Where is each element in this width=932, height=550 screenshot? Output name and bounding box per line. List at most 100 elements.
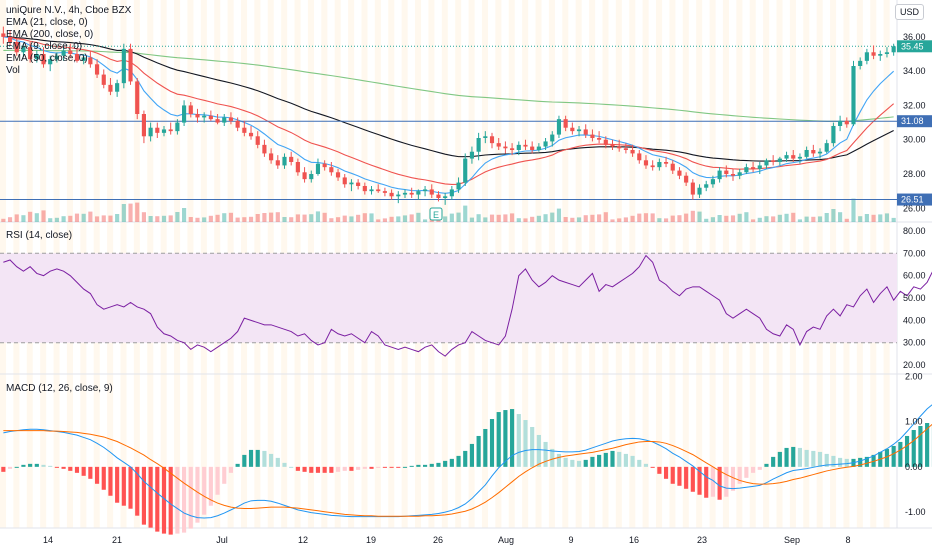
- candle: [248, 132, 254, 137]
- macd-signal-line: [3, 423, 932, 517]
- volume-bar: [556, 208, 562, 222]
- indicator-ema9-label[interactable]: EMA (9, close, 0): [6, 41, 83, 52]
- candle: [563, 119, 568, 128]
- macd-histogram-bar: [41, 464, 46, 467]
- volume-bar: [811, 216, 816, 222]
- volume-bar: [41, 210, 46, 222]
- volume-bar: [603, 212, 608, 222]
- candle: [148, 127, 153, 137]
- macd-histogram-bar: [295, 466, 300, 471]
- macd-title[interactable]: MACD (12, 26, close, 9): [6, 383, 113, 394]
- candle: [141, 114, 146, 137]
- macd-histogram-bar: [710, 466, 715, 497]
- candle: [302, 172, 307, 180]
- candle: [255, 136, 260, 145]
- macd-histogram-bar: [697, 466, 702, 495]
- candle: [449, 189, 454, 197]
- macd-histogram-bar: [248, 449, 254, 467]
- macd-histogram-bar: [74, 466, 80, 473]
- candle: [275, 160, 280, 166]
- candle: [228, 117, 234, 121]
- volume-bar: [275, 212, 280, 222]
- volume-bar: [476, 214, 481, 222]
- last-price-label-bg: [897, 40, 932, 53]
- volume-bar: [81, 213, 86, 222]
- volume-bar: [737, 213, 742, 222]
- currency-button[interactable]: USD: [894, 4, 924, 20]
- candle: [208, 115, 213, 120]
- macd-histogram-bar: [449, 458, 454, 467]
- indicator-ema200-label[interactable]: EMA (200, close, 0): [6, 29, 94, 40]
- macd-histogram-bar: [382, 466, 387, 468]
- volume-bar: [329, 218, 334, 222]
- price-tick-label: 26.00: [903, 203, 926, 213]
- candle: [784, 155, 789, 159]
- macd-histogram-bar: [141, 466, 146, 525]
- macd-histogram-bar: [690, 466, 695, 492]
- x-tick-label: 26: [433, 535, 443, 545]
- volume-bar: [282, 217, 287, 222]
- macd-histogram-bar: [356, 466, 361, 470]
- macd-histogram-bar: [436, 462, 441, 467]
- candle: [14, 42, 19, 53]
- candle: [335, 172, 341, 178]
- candle: [791, 155, 796, 159]
- candle: [235, 120, 240, 128]
- macd-histogram-bar: [429, 463, 434, 467]
- indicator-ema21-label[interactable]: EMA (21, close, 0): [6, 17, 88, 28]
- macd-histogram-bar: [121, 466, 126, 506]
- x-tick-label: 16: [629, 535, 639, 545]
- macd-histogram-bar: [570, 459, 575, 467]
- volume-bar: [416, 212, 421, 222]
- volume-bar: [824, 213, 829, 222]
- macd-histogram-bar: [784, 447, 789, 467]
- rsi-title[interactable]: RSI (14, close): [6, 230, 73, 241]
- indicator-ema50-label[interactable]: EMA (50, close, 0): [6, 53, 88, 64]
- candle: [202, 115, 207, 118]
- candle: [831, 126, 836, 144]
- macd-histogram-bar: [556, 453, 562, 467]
- price-label-bg: [897, 193, 932, 206]
- volume-bar: [54, 217, 59, 222]
- candle: [349, 182, 354, 185]
- candle: [543, 141, 548, 147]
- x-tick-label: Jul: [216, 535, 228, 545]
- macd-histogram-bar: [349, 466, 354, 471]
- indicator-volume-label[interactable]: Vol: [6, 65, 20, 76]
- candle: [41, 54, 46, 65]
- price-tick-label: 36.00: [903, 32, 926, 42]
- candle: [34, 54, 39, 60]
- rsi-tick-label: 60.00: [903, 271, 926, 281]
- candle: [576, 129, 582, 132]
- candle: [262, 144, 267, 154]
- volume-bar: [342, 215, 347, 222]
- volume-bar: [21, 215, 26, 222]
- volume-bar: [141, 212, 146, 222]
- chart-title[interactable]: uniQure N.V., 4h, Cboe BZX: [6, 5, 132, 16]
- macd-histogram-bar: [148, 466, 153, 528]
- macd-histogram-bar: [811, 450, 816, 467]
- candle: [858, 60, 863, 66]
- volume-bar: [590, 214, 595, 222]
- volume-bar: [583, 215, 588, 222]
- candle: [182, 105, 187, 123]
- volume-bar: [108, 215, 113, 222]
- candle: [737, 172, 742, 176]
- candle: [396, 194, 401, 197]
- macd-histogram-bar: [202, 466, 207, 515]
- macd-histogram-bar: [88, 466, 93, 479]
- macd-histogram-bar: [871, 454, 876, 467]
- macd-histogram-bar: [54, 466, 59, 468]
- macd-histogram-bar: [777, 451, 782, 467]
- volume-bar: [1, 218, 6, 222]
- candle: [342, 177, 347, 185]
- candle: [851, 66, 856, 125]
- volume-bar: [7, 217, 13, 222]
- price-label: 26.51: [901, 195, 924, 205]
- macd-histogram-bar: [188, 466, 193, 529]
- candle: [583, 129, 588, 135]
- candle: [436, 194, 441, 198]
- volume-bar: [443, 216, 448, 222]
- candle: [838, 120, 843, 126]
- candle: [195, 114, 200, 118]
